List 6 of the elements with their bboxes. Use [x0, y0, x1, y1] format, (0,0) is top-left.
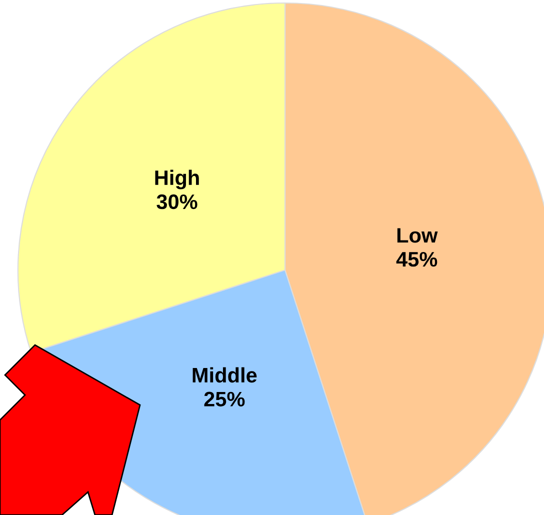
- data-label: 25%: [204, 392, 245, 407]
- slice-label: Low: [397, 228, 438, 243]
- data-label: 45%: [396, 252, 438, 267]
- slice-label: Middle: [192, 367, 257, 383]
- slice-label: High: [155, 170, 199, 190]
- data-label: 30%: [156, 194, 198, 210]
